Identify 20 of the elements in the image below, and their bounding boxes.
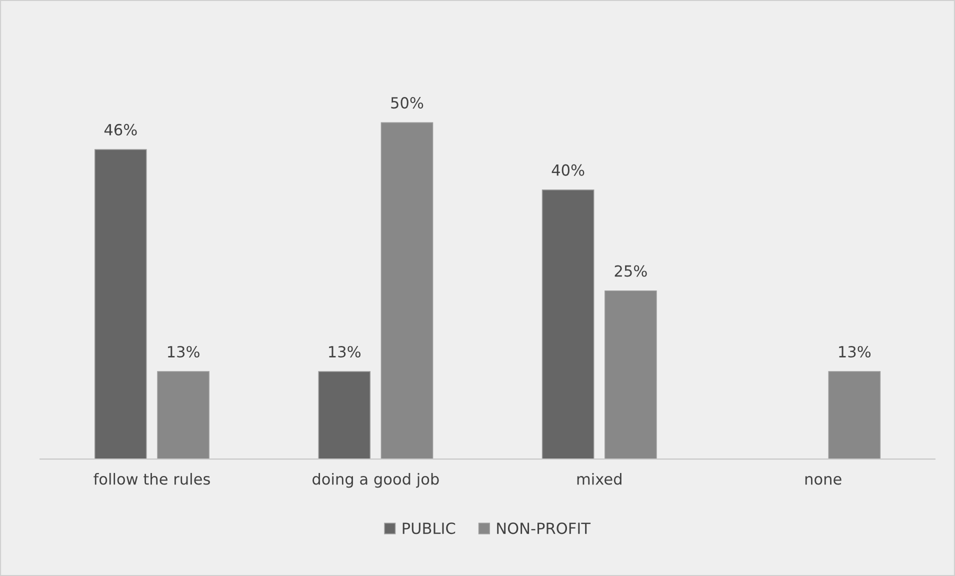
data-label: 25%	[614, 265, 647, 277]
data-label: 13%	[168, 346, 200, 358]
data-label: 13%	[329, 346, 360, 358]
bar	[380, 122, 434, 460]
legend-label: NON-PROFIT	[497, 522, 591, 534]
bar	[542, 190, 594, 460]
x-tick-label: mixed	[577, 472, 622, 485]
data-label: 40%	[552, 164, 584, 176]
bar	[604, 290, 657, 460]
data-label: 50%	[391, 97, 424, 109]
data-label: 13%	[839, 346, 871, 358]
bar	[828, 371, 881, 460]
bar	[157, 371, 210, 460]
bar	[318, 371, 370, 460]
x-tick-label: follow the rules	[94, 472, 210, 485]
data-label: 46%	[104, 124, 137, 136]
x-tick-label: doing a good job	[312, 472, 439, 488]
legend-label: PUBLIC	[402, 522, 456, 534]
x-tick-label: none	[805, 476, 842, 485]
bar	[94, 149, 147, 460]
